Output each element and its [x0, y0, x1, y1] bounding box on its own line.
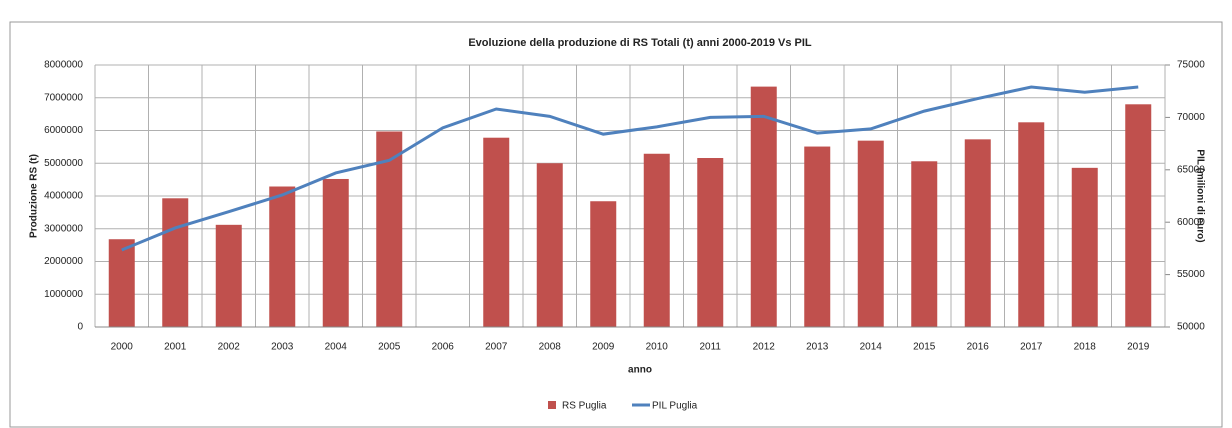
bar [215, 224, 242, 327]
x-tick-label: 2003 [271, 342, 294, 353]
bar [804, 146, 831, 327]
x-tick-label: 2015 [913, 342, 936, 353]
bar [697, 158, 724, 327]
x-tick-label: 2001 [164, 342, 187, 353]
bar [1125, 104, 1152, 327]
y2-tick-label: 65000 [1177, 164, 1205, 175]
x-tick-label: 2010 [646, 342, 669, 353]
y-tick-label: 3000000 [44, 223, 83, 234]
y-tick-label: 7000000 [44, 92, 83, 103]
legend-label: PIL Puglia [652, 401, 698, 412]
x-tick-label: 2019 [1127, 342, 1150, 353]
x-tick-label: 2002 [218, 342, 241, 353]
bar [1071, 167, 1098, 327]
bar [964, 139, 991, 327]
x-tick-label: 2006 [432, 342, 455, 353]
y-tick-label: 2000000 [44, 256, 83, 267]
y-axis-label: Produzione RS (t) [29, 154, 40, 238]
x-tick-label: 2000 [111, 342, 134, 353]
bar [162, 198, 189, 327]
x-axis-label: anno [628, 365, 652, 376]
bar [376, 131, 403, 327]
bar [269, 186, 296, 327]
y-tick-label: 8000000 [44, 60, 83, 71]
x-tick-label: 2011 [699, 342, 721, 353]
y-tick-label: 1000000 [44, 289, 83, 300]
x-tick-label: 2017 [1020, 342, 1043, 353]
bar [857, 140, 884, 327]
x-tick-label: 2016 [967, 342, 990, 353]
y2-tick-label: 60000 [1177, 217, 1205, 228]
x-tick-label: 2009 [592, 342, 615, 353]
y2-tick-label: 70000 [1177, 112, 1205, 123]
bar [1018, 122, 1045, 327]
x-tick-label: 2008 [539, 342, 562, 353]
bar [536, 163, 563, 327]
x-tick-label: 2014 [860, 342, 883, 353]
x-tick-label: 2004 [325, 342, 348, 353]
bar [322, 178, 349, 327]
y2-tick-label: 75000 [1177, 60, 1205, 71]
x-tick-label: 2013 [806, 342, 829, 353]
bar [911, 161, 938, 327]
bar [483, 137, 510, 327]
bar [108, 239, 135, 327]
y2-tick-label: 55000 [1177, 269, 1205, 280]
y-tick-label: 4000000 [44, 191, 83, 202]
bar [750, 86, 777, 328]
x-tick-label: 2007 [485, 342, 508, 353]
chart-title: Evoluzione della produzione di RS Totali… [468, 37, 812, 49]
line [121, 85, 1139, 252]
legend-swatch [548, 401, 556, 409]
y-tick-label: 0 [77, 322, 83, 333]
bar [643, 153, 670, 327]
y2-tick-label: 50000 [1177, 322, 1205, 333]
bar [590, 201, 617, 327]
x-tick-label: 2018 [1074, 342, 1097, 353]
y-tick-label: 5000000 [44, 158, 83, 169]
y2-axis-label: PIL (milioni di euro) [1194, 149, 1205, 242]
legend-label: RS Puglia [562, 401, 607, 412]
x-tick-label: 2012 [753, 342, 776, 353]
x-tick-label: 2005 [378, 342, 401, 353]
y-tick-label: 6000000 [44, 125, 83, 136]
